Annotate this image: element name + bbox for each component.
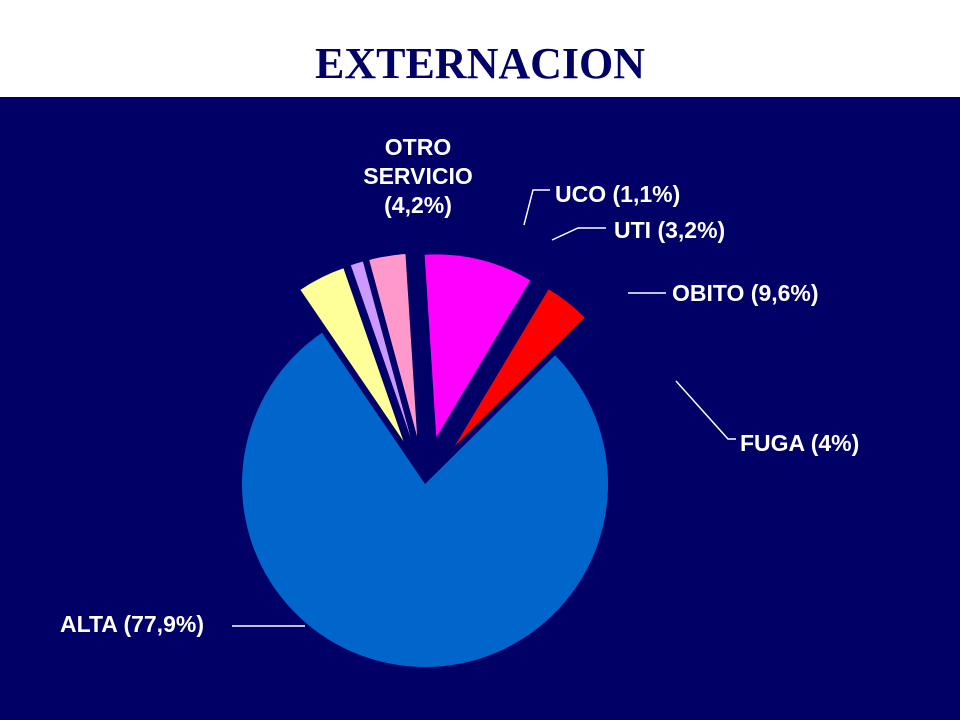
data-label-line: FUGA (4%) [740, 430, 859, 456]
slide-title: EXTERNACION [314, 39, 646, 88]
pie-slice-otro [300, 268, 404, 442]
pie-slice-fuga [454, 289, 585, 447]
chart-panel: ALTA (77,9%) OTRO SERVICIO (4,2%) UCO (1,1%)… [0, 97, 960, 720]
data-label-alta: ALTA (77,9%) [60, 611, 204, 637]
leader-line-uco [523, 189, 550, 226]
title-band: EXTERNACION [0, 0, 960, 97]
pie-slice-uti [369, 254, 418, 437]
data-label-line: UCO (1,1%) [555, 181, 680, 207]
data-label-otro: OTRO SERVICIO (4,2%) [363, 134, 473, 218]
data-label-obito: OBITO (9,6%) [672, 280, 819, 306]
data-label-fuga: FUGA (4%) [740, 430, 859, 456]
data-label-line: (4,2%) [384, 192, 452, 218]
pie-chart: ALTA (77,9%) OTRO SERVICIO (4,2%) UCO (1,1%)… [60, 134, 859, 667]
pie-slice-alta [242, 332, 609, 667]
leader-line-uti [551, 227, 606, 241]
data-label-line: UTI (3,2%) [614, 217, 725, 243]
data-label-line: OBITO (9,6%) [672, 280, 819, 306]
data-label-line: OTRO [385, 134, 451, 160]
pie-slice-uco [350, 261, 411, 439]
data-label-line: SERVICIO [363, 163, 473, 189]
leader-line-fuga [675, 380, 736, 440]
data-label-uco: UCO (1,1%) [555, 181, 680, 207]
data-label-line: ALTA (77,9%) [60, 611, 204, 637]
pie-slice-obito [424, 254, 531, 438]
data-label-uti: UTI (3,2%) [614, 217, 725, 243]
